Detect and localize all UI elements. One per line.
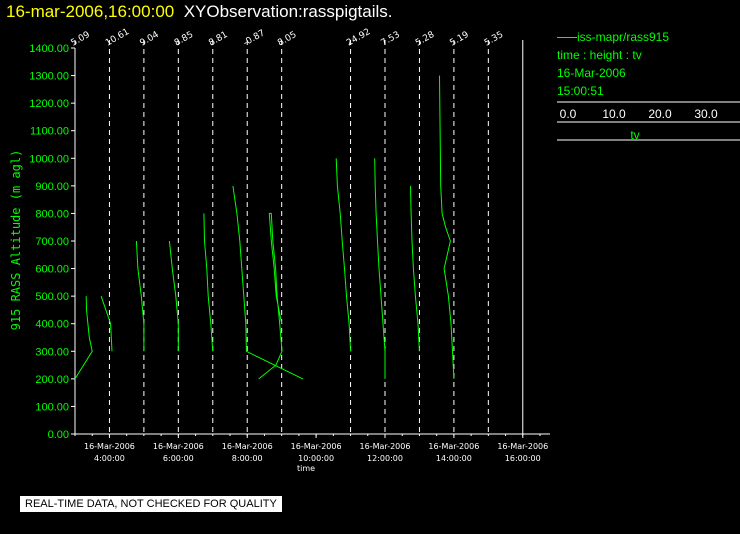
x-tick-date: 16-Mar-2006 [428,442,479,451]
y-tick-label: 500.00 [35,291,69,303]
profile-tv-label: 8.81 [207,30,229,49]
x-tick-date: 16-Mar-2006 [84,442,135,451]
legend-line-entry: iss-mapr/rass915 [557,30,669,44]
profile-baselines [74,40,524,434]
profile-tv-label: -0.87 [242,28,267,48]
legend-tv-tick-label: 20.0 [648,107,672,121]
quality-notice: REAL-TIME DATA, NOT CHECKED FOR QUALITY [20,496,282,512]
x-tick-time: 10:00:00 [298,454,334,463]
y-axis: 0.00 100.00 200.00 300.00 400.00 500.00 600.00… [29,43,76,441]
legend-tv-scale: 0.0 10.0 20.0 30.0 tv [557,101,740,142]
legend-tv-tick-label: 10.0 [602,107,626,121]
profile-tv-label: 10.61 [104,27,131,49]
y-tick-label: 400.00 [35,319,69,331]
y-tick-label: 200.00 [35,374,69,386]
y-tick-label: 1200.00 [29,98,69,110]
x-tick-time: 16:00:00 [505,454,541,463]
profile-trace [168,240,179,352]
profile-tv-label: 9.04 [138,30,161,49]
y-tick-label: 600.00 [35,264,69,276]
y-tick-label: 1300.00 [29,71,69,83]
y-tick-label: 1000.00 [29,153,69,165]
x-tick-time: 14:00:00 [436,454,472,463]
x-tick-time: 4:00:00 [94,454,125,463]
x-tick-date: 16-Mar-2006 [497,442,548,451]
profile-traces [74,75,455,380]
legend-tv-tick-label: 30.0 [694,107,718,121]
legend-time: 15:00:51 [557,84,604,98]
profile-trace [258,212,283,380]
x-tick-date: 16-Mar-2006 [222,442,273,451]
x-tick-time: 12:00:00 [367,454,403,463]
profile-tv-label: 5.09 [70,30,93,49]
profile-trace [74,296,93,380]
profile-tv-label: 7.53 [380,30,402,49]
profile-trace [135,240,145,352]
y-tick-label: 0.00 [48,429,69,441]
legend-variables: time : height : tv [557,48,642,62]
profile-tv-label: 24.92 [345,27,372,49]
x-tick-time: 6:00:00 [163,454,194,463]
legend-tv-label: tv [630,128,639,142]
chart-title: 16-mar-2006,16:00:00 XYObservation:rassp… [6,2,393,22]
title-datetime: 16-mar-2006,16:00:00 [6,2,175,21]
y-axis-label: 915 RASS Altitude (m agl) [9,150,23,331]
x-axis: 16-Mar-2006 4:00:00 16-Mar-2006 6:00:00 16-M… [74,433,550,463]
profile-trace [100,295,113,352]
y-tick-label: 1100.00 [30,126,69,138]
y-tick-label: 900.00 [35,181,69,193]
x-tick-date: 16-Mar-2006 [291,442,342,451]
profile-trace [232,185,304,380]
y-tick-label: 700.00 [35,236,69,248]
y-tick-label: 800.00 [35,208,69,220]
y-tick-label: 1400.00 [29,43,69,55]
profile-trace [203,213,214,352]
profile-tv-label: 5.35 [483,30,505,49]
profile-tv-label: 8.05 [276,30,298,49]
profile-trace [374,158,386,379]
y-tick-label: 300.00 [35,346,69,358]
x-axis-label: time [297,464,315,473]
x-tick-date: 16-Mar-2006 [153,442,204,451]
x-tick-time: 8:00:00 [232,454,263,463]
profile-tv-label: 8.85 [173,30,195,49]
profile-trace [410,185,420,352]
profile-tv-label: 5.19 [448,30,471,49]
y-tick-label: 100.00 [35,401,69,413]
profile-trace [439,75,455,379]
profile-trace [335,158,352,352]
profile-tv-label: 5.28 [414,30,437,49]
legend-line-label: iss-mapr/rass915 [577,30,670,44]
legend-date: 16-Mar-2006 [557,66,626,80]
profile-tv-labels: 5.09 10.61 9.04 8.85 8.81 -0.87 8.05 24.92 7.53 5… [70,27,506,49]
legend-line-swatch [557,37,577,39]
title-observation: XYObservation:rasspigtails. [183,2,393,21]
legend-tv-tick-label: 0.0 [560,107,577,121]
x-tick-date: 16-Mar-2006 [360,442,411,451]
